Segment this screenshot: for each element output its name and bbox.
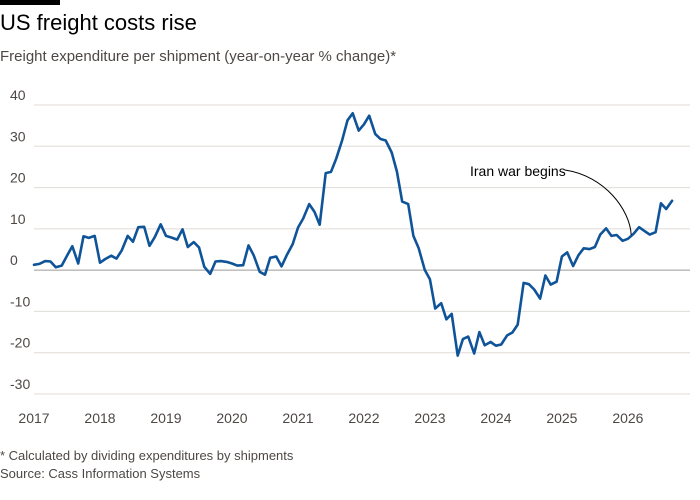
y-axis: 40 30 20 10 0 -10 -20 -30 <box>10 87 30 392</box>
grid-layer <box>34 104 690 395</box>
y-tick-label: -20 <box>10 335 30 351</box>
x-tick-label: 2017 <box>18 410 49 426</box>
x-tick-label: 2025 <box>546 410 577 426</box>
footnote: * Calculated by dividing expenditures by… <box>0 448 294 463</box>
y-tick-label: -30 <box>10 376 30 392</box>
y-tick-label: 20 <box>10 170 26 186</box>
series-layer <box>32 111 674 357</box>
x-tick-label: 2019 <box>150 410 181 426</box>
x-axis: 2017 2018 2019 2020 2021 2022 2023 2024 2025 2026 <box>18 410 643 426</box>
annotation-label: Iran war begins <box>470 163 566 179</box>
series-line <box>32 111 674 357</box>
y-tick-label: 30 <box>10 128 26 144</box>
x-tick-label: 2024 <box>480 410 511 426</box>
x-tick-label: 2020 <box>216 410 247 426</box>
chart-subtitle: Freight expenditure per shipment (year-o… <box>0 48 397 65</box>
annotation-leader <box>564 169 632 236</box>
annotation-layer: Iran war begins <box>470 163 632 236</box>
y-tick-label: -10 <box>10 293 30 309</box>
x-tick-label: 2021 <box>282 410 313 426</box>
x-tick-label: 2018 <box>84 410 115 426</box>
x-tick-label: 2026 <box>612 410 643 426</box>
y-tick-label: 40 <box>10 87 26 103</box>
chart-title: US freight costs rise <box>0 10 197 35</box>
source-note: Source: Cass Information Systems <box>0 466 201 481</box>
y-tick-label: 0 <box>10 252 18 268</box>
header-rule <box>0 0 60 5</box>
y-tick-label: 10 <box>10 211 26 227</box>
x-tick-label: 2022 <box>348 410 379 426</box>
x-tick-label: 2023 <box>414 410 445 426</box>
